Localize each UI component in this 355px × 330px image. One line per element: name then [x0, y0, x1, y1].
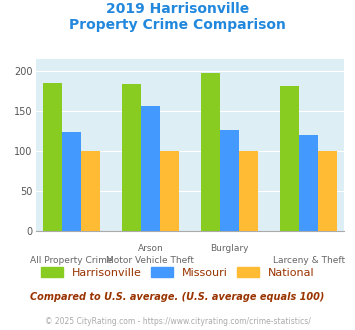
- Legend: Harrisonville, Missouri, National: Harrisonville, Missouri, National: [36, 263, 319, 282]
- Text: © 2025 CityRating.com - https://www.cityrating.com/crime-statistics/: © 2025 CityRating.com - https://www.city…: [45, 317, 310, 326]
- Bar: [299, 135, 318, 231]
- Bar: [122, 84, 141, 231]
- Text: All Property Crime: All Property Crime: [30, 256, 113, 265]
- Text: Compared to U.S. average. (U.S. average equals 100): Compared to U.S. average. (U.S. average …: [30, 292, 325, 302]
- Bar: [318, 151, 337, 231]
- Text: Arson: Arson: [137, 244, 163, 253]
- Text: 2019 Harrisonville: 2019 Harrisonville: [106, 2, 249, 16]
- Bar: [43, 83, 62, 231]
- Bar: [81, 151, 100, 231]
- Bar: [62, 132, 81, 231]
- Bar: [201, 73, 220, 231]
- Text: Burglary: Burglary: [210, 244, 249, 253]
- Text: Larceny & Theft: Larceny & Theft: [273, 256, 345, 265]
- Bar: [280, 86, 299, 231]
- Bar: [141, 107, 160, 231]
- Bar: [239, 151, 258, 231]
- Bar: [160, 151, 179, 231]
- Text: Property Crime Comparison: Property Crime Comparison: [69, 18, 286, 32]
- Text: Motor Vehicle Theft: Motor Vehicle Theft: [106, 256, 194, 265]
- Bar: [220, 130, 239, 231]
